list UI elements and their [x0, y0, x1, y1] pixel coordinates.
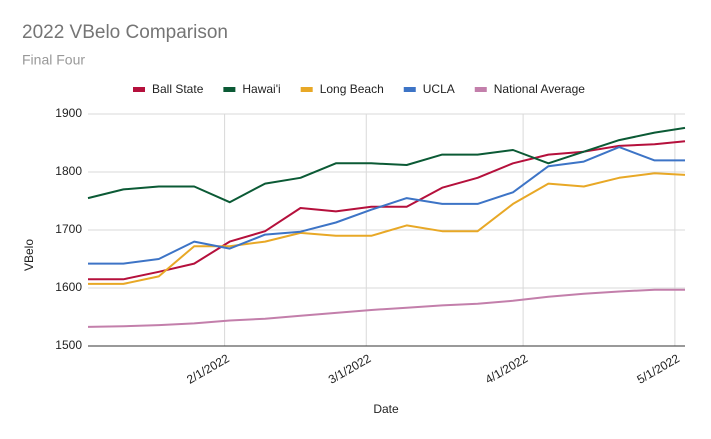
series-line: [88, 140, 686, 281]
y-axis-label: VBelo: [22, 239, 36, 271]
y-tick-label: 1500: [55, 338, 82, 352]
legend-swatch: [133, 87, 145, 92]
legend-label: National Average: [494, 82, 586, 96]
legend-swatch: [474, 87, 487, 92]
x-axis-label: Date: [373, 402, 399, 416]
legend-label: Hawai'i: [242, 82, 280, 96]
series-line: [87, 288, 685, 328]
legend-label: Ball State: [152, 82, 204, 96]
x-tick-label: 5/1/2022: [635, 351, 683, 387]
legend-swatch: [223, 87, 236, 92]
chart-title: 2022 VBelo Comparison: [22, 22, 228, 43]
legend-label: Long Beach: [320, 82, 384, 96]
legend-label: UCLA: [423, 82, 455, 96]
chart-subtitle: Final Four: [22, 52, 85, 68]
series-line: [88, 172, 686, 285]
x-tick-label: 2/1/2022: [184, 351, 232, 387]
x-tick-label: 3/1/2022: [326, 351, 374, 387]
y-tick-label: 1900: [55, 106, 82, 120]
series-line: [87, 126, 686, 204]
series-line: [88, 146, 685, 265]
legend-swatch: [300, 87, 313, 92]
legend-swatch: [403, 87, 416, 92]
y-tick-label: 1700: [55, 222, 82, 236]
y-tick-label: 1800: [55, 164, 82, 178]
x-tick-label: 4/1/2022: [483, 351, 531, 387]
y-tick-label: 1600: [55, 280, 82, 294]
